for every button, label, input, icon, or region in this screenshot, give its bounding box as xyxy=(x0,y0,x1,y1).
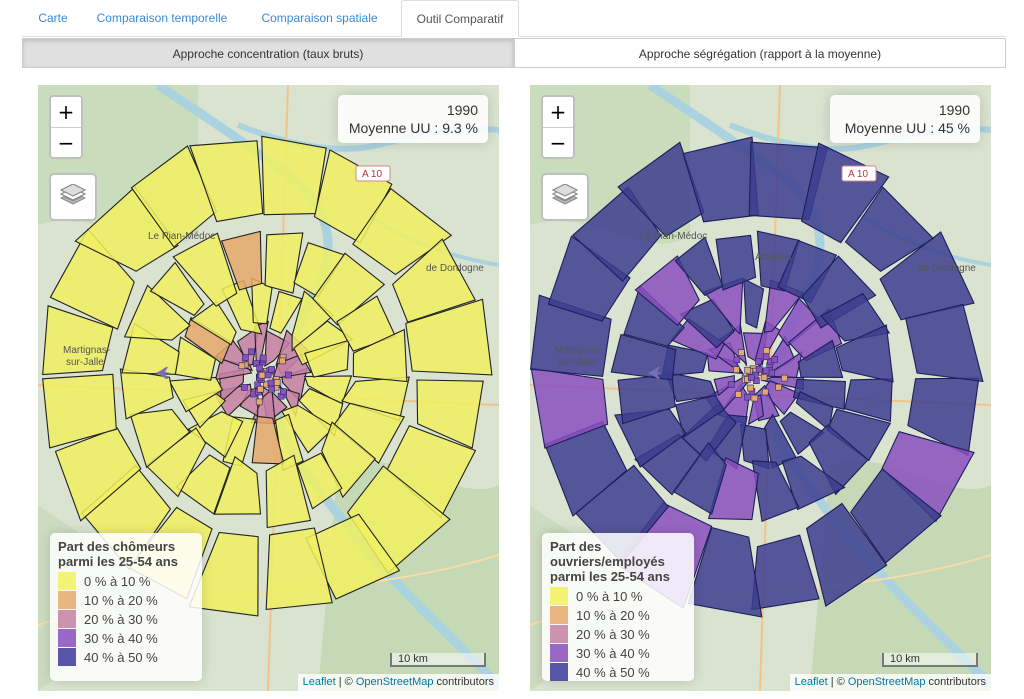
legend-swatch xyxy=(550,606,568,624)
leaflet-link[interactable]: Leaflet xyxy=(794,676,828,688)
legend-row: 0 % à 10 % xyxy=(550,587,686,606)
legend-swatch xyxy=(58,648,76,666)
tab-comparaison-temporelle[interactable]: Comparaison temporelle xyxy=(96,11,228,25)
legend-swatch xyxy=(550,587,568,605)
legend-label: 10 % à 20 % xyxy=(84,593,158,608)
legend-label: 20 % à 30 % xyxy=(576,627,650,642)
map-left[interactable]: A 10 Le Pian-Médoc Martignas-sur-Jalle de D… xyxy=(38,85,499,691)
legend-title-line-1: Part des ouvriers/employés xyxy=(550,539,665,569)
attribution-tail: contributors xyxy=(433,676,494,688)
legend-title-line-1: Part des chômeurs xyxy=(58,539,176,554)
legend-swatch xyxy=(58,610,76,628)
tab-outil-comparatif[interactable]: Outil Comparatif xyxy=(401,0,519,37)
legend-row: 20 % à 30 % xyxy=(58,610,194,629)
info-box: 1990 Moyenne UU : 9.3 % xyxy=(338,95,488,143)
legend-row: 10 % à 20 % xyxy=(58,591,194,610)
legend-swatch xyxy=(58,629,76,647)
legend-swatch xyxy=(550,644,568,662)
osm-link[interactable]: OpenStreetMap xyxy=(847,676,926,688)
legend: Part des chômeurs parmi les 25-54 ans 0 % … xyxy=(50,533,202,681)
legend-swatch xyxy=(58,572,76,590)
svg-text:Martignas-: Martignas- xyxy=(555,345,602,356)
legend-label: 10 % à 20 % xyxy=(576,608,650,623)
svg-text:Artigues: Artigues xyxy=(755,252,792,263)
zoom-in-button[interactable]: + xyxy=(51,97,81,128)
svg-text:sur-Jalle: sur-Jalle xyxy=(66,357,104,368)
legend-label: 0 % à 10 % xyxy=(576,589,643,604)
map-basemap: A 10 Le Pian-Médoc Martignas-sur-Jalle de D… xyxy=(530,85,991,691)
year-label: 1990 xyxy=(938,102,970,118)
svg-text:Le Pian-Médoc: Le Pian-Médoc xyxy=(640,231,707,242)
svg-text:A 10: A 10 xyxy=(848,169,868,180)
leaflet-link[interactable]: Leaflet xyxy=(302,676,336,688)
legend-row: 0 % à 10 % xyxy=(58,572,194,591)
legend-row: 20 % à 30 % xyxy=(550,625,686,644)
svg-text:A 10: A 10 xyxy=(362,169,382,180)
legend-row: 40 % à 50 % xyxy=(58,648,194,667)
mean-label: Moyenne UU : 45 % xyxy=(844,120,970,136)
legend-label: 0 % à 10 % xyxy=(84,574,151,589)
attribution-tail: contributors xyxy=(925,676,986,688)
legend: Part des ouvriers/employés parmi les 25-5… xyxy=(542,533,694,681)
zoom-in-button[interactable]: + xyxy=(543,97,573,128)
scale-bar: 10 km xyxy=(390,653,486,667)
svg-text:Martignas-: Martignas- xyxy=(63,345,110,356)
legend-title-line-2: parmi les 25-54 ans xyxy=(58,554,178,569)
legend-title: Part des chômeurs parmi les 25-54 ans xyxy=(58,539,194,569)
airport-icon xyxy=(156,367,170,379)
map-basemap: A 10 Le Pian-Médoc Martignas-sur-Jalle de D… xyxy=(38,85,499,691)
zoom-out-button[interactable]: − xyxy=(549,131,567,155)
legend-title: Part des ouvriers/employés parmi les 25-5… xyxy=(550,539,686,584)
svg-text:Le Pian-Médoc: Le Pian-Médoc xyxy=(148,231,215,242)
layers-button[interactable] xyxy=(49,173,97,221)
legend-label: 30 % à 40 % xyxy=(84,631,158,646)
svg-text:de Dordogne: de Dordogne xyxy=(918,263,976,274)
approach-toggle: Approche concentration (taux bruts) Appr… xyxy=(22,38,1006,68)
main-tabs: Carte Comparaison temporelle Comparaison… xyxy=(22,0,1006,37)
scale-bar: 10 km xyxy=(882,653,978,667)
attribution-sep: | © xyxy=(335,676,356,688)
legend-swatch xyxy=(58,591,76,609)
legend-row: 40 % à 50 % xyxy=(550,663,686,682)
legend-label: 20 % à 30 % xyxy=(84,612,158,627)
legend-swatch xyxy=(550,663,568,681)
zoom-out-button[interactable]: − xyxy=(57,131,75,155)
legend-row: 30 % à 40 % xyxy=(550,644,686,663)
legend-title-line-2: parmi les 25-54 ans xyxy=(550,569,670,584)
attribution-sep: | © xyxy=(827,676,848,688)
approach-segregation-button[interactable]: Approche ségrégation (rapport à la moyen… xyxy=(514,38,1006,68)
map-right[interactable]: A 10 Le Pian-Médoc Martignas-sur-Jalle de D… xyxy=(530,85,991,691)
airport-icon xyxy=(648,367,662,379)
legend-row: 10 % à 20 % xyxy=(550,606,686,625)
attribution: Leaflet | © OpenStreetMap contributors xyxy=(297,674,499,691)
tab-carte[interactable]: Carte xyxy=(38,11,68,25)
svg-text:de Dordogne: de Dordogne xyxy=(426,263,484,274)
zoom-control: + − xyxy=(541,95,575,159)
info-box: 1990 Moyenne UU : 45 % xyxy=(830,95,980,143)
tab-comparaison-spatiale[interactable]: Comparaison spatiale xyxy=(261,11,378,25)
legend-label: 30 % à 40 % xyxy=(576,646,650,661)
layers-icon xyxy=(551,184,579,205)
mean-label: Moyenne UU : 9.3 % xyxy=(348,120,478,136)
svg-text:sur-Jalle: sur-Jalle xyxy=(558,357,596,368)
layers-button[interactable] xyxy=(541,173,589,221)
year-label: 1990 xyxy=(446,102,478,118)
layers-icon xyxy=(59,184,87,205)
legend-row: 30 % à 40 % xyxy=(58,629,194,648)
legend-label: 40 % à 50 % xyxy=(576,665,650,680)
attribution: Leaflet | © OpenStreetMap contributors xyxy=(789,674,991,691)
legend-label: 40 % à 50 % xyxy=(84,650,158,665)
legend-swatch xyxy=(550,625,568,643)
zoom-control: + − xyxy=(49,95,83,159)
approach-concentration-button[interactable]: Approche concentration (taux bruts) xyxy=(22,38,514,68)
osm-link[interactable]: OpenStreetMap xyxy=(355,676,434,688)
